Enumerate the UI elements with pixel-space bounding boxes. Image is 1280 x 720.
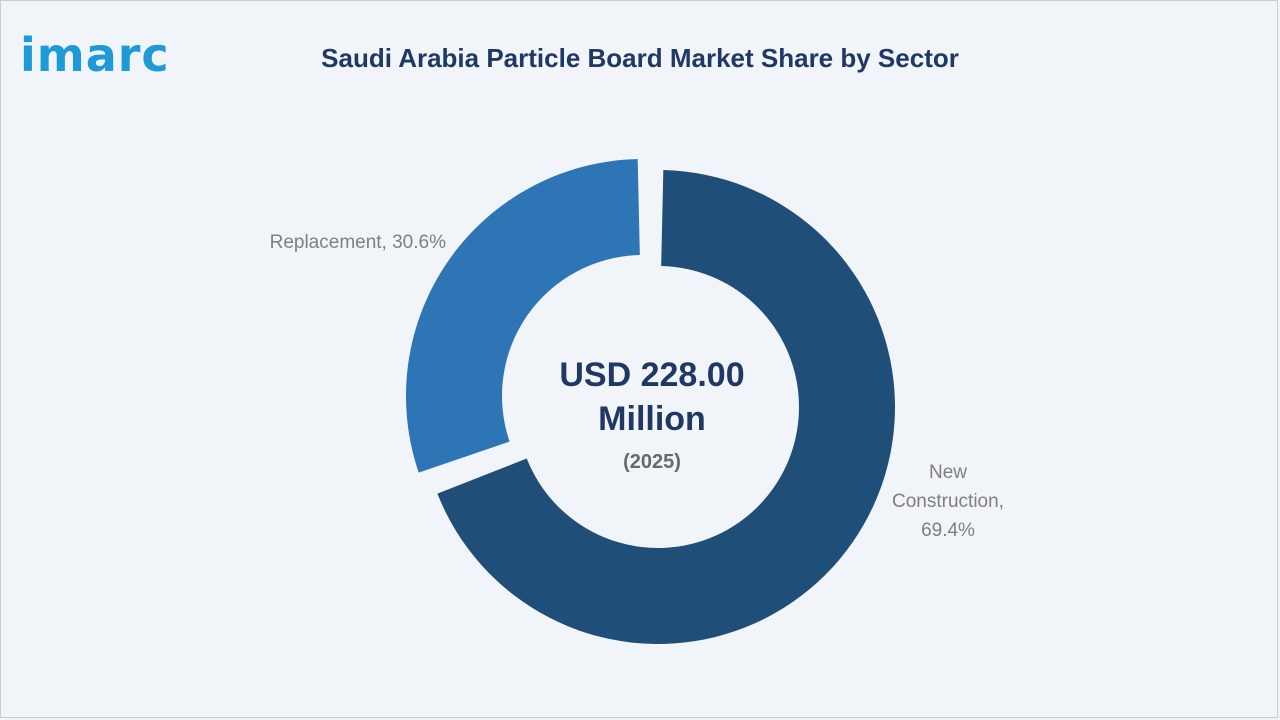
imarc-logo: imarc [20,28,205,88]
chart-title: Saudi Arabia Particle Board Market Share… [321,43,959,73]
donut-slices [406,159,895,644]
slice-new-construction [437,170,895,644]
logo-text: imarc [20,28,170,82]
label-replacement: Replacement, 30.6% [270,232,446,253]
center-year: (2025) [623,451,681,473]
slice-labels: New Construction, 69.4% Replacement, 30.6% [270,232,1004,541]
center-value-line2: Million [598,400,706,438]
label-new-construction: New Construction, 69.4% [892,462,1004,541]
center-value-line1: USD 228.00 [559,356,744,394]
slice-replacement [406,159,640,473]
